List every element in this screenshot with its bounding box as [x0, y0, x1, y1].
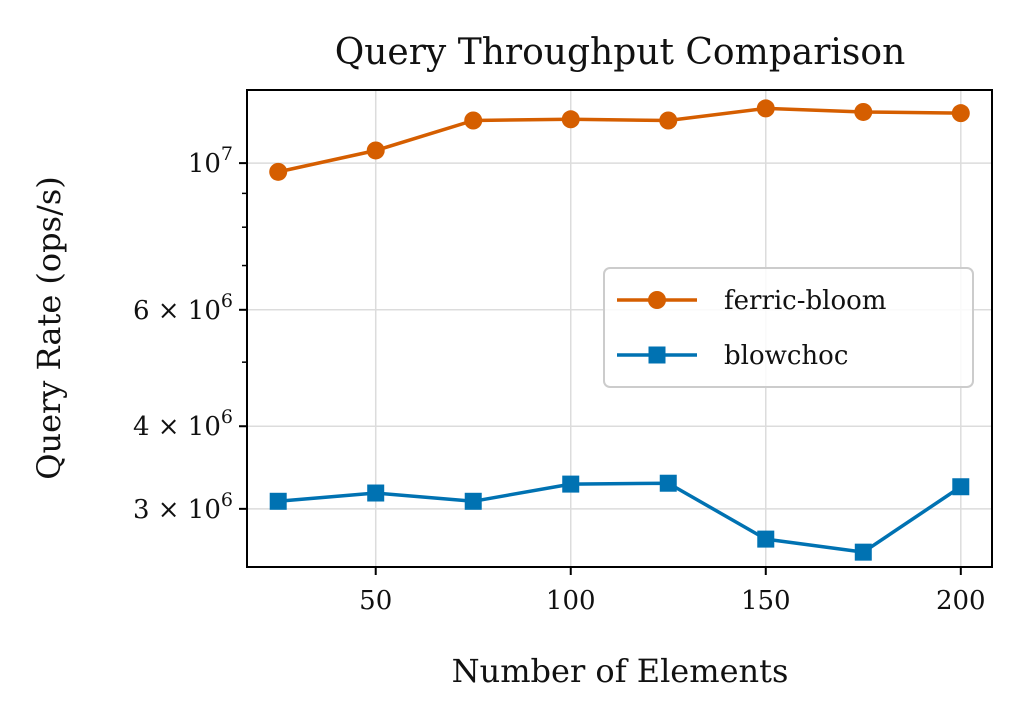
legend-marker: [648, 346, 666, 364]
y-tick-label-base: 4 × 10: [133, 412, 221, 442]
y-tick-label-base: 6 × 10: [133, 296, 221, 326]
y-tick-label: 107: [188, 143, 233, 179]
data-point-blowchoc: [562, 475, 580, 493]
series-line-ferric-bloom: [277, 106, 961, 174]
data-point-blowchoc: [757, 530, 775, 548]
data-point-ferric-bloom: [659, 111, 678, 130]
legend-label: blowchoc: [724, 341, 848, 371]
data-point-blowchoc: [952, 478, 970, 496]
series-blowchoc: [269, 474, 970, 561]
legend-entry-blowchoc: blowchoc: [617, 341, 848, 371]
data-point-ferric-bloom: [561, 110, 580, 129]
series-line-blowchoc: [278, 481, 962, 554]
legend-label: ferric-bloom: [724, 286, 886, 316]
data-point-blowchoc: [854, 543, 872, 561]
y-tick-label-exponent: 6: [221, 489, 233, 511]
y-tick-label-base: 10: [188, 149, 221, 179]
series-layer: [269, 99, 970, 561]
y-tick-label: 6 × 106: [133, 290, 233, 326]
y-tick-label: 3 × 106: [133, 489, 233, 525]
data-point-ferric-bloom: [464, 111, 483, 130]
legend-entry-ferric-bloom: ferric-bloom: [617, 286, 886, 316]
plot-frame: [246, 89, 993, 568]
y-axis-label: Query Rate (ops/s): [30, 176, 68, 480]
y-tick-label-base: 3 × 10: [133, 495, 221, 525]
y-tick-label: 4 × 106: [133, 406, 233, 442]
data-point-ferric-bloom: [854, 102, 873, 121]
y-tick-label-exponent: 6: [221, 406, 233, 428]
x-tick-label: 150: [741, 586, 791, 616]
legend: ferric-bloom blowchoc: [603, 267, 974, 388]
x-axis-label: Number of Elements: [452, 652, 789, 690]
data-point-blowchoc: [464, 492, 482, 510]
legend-marker: [648, 291, 666, 309]
y-tick-label-exponent: 7: [221, 143, 233, 165]
data-point-ferric-bloom: [951, 104, 970, 123]
data-point-ferric-bloom: [366, 141, 385, 160]
chart-title: Query Throughput Comparison: [335, 32, 906, 73]
x-tick-label: 100: [546, 586, 596, 616]
x-tick-label: 50: [359, 586, 392, 616]
x-axis: 50 100 150 200: [359, 567, 986, 616]
series-ferric-bloom: [269, 99, 970, 181]
data-point-ferric-bloom: [269, 162, 288, 181]
data-point-blowchoc: [269, 492, 287, 510]
x-tick-label: 200: [936, 586, 986, 616]
legend-box: [603, 267, 974, 388]
y-tick-label-exponent: 6: [221, 290, 233, 312]
data-point-blowchoc: [659, 474, 677, 492]
data-point-ferric-bloom: [756, 99, 775, 118]
data-point-blowchoc: [367, 484, 385, 502]
legend-items: ferric-bloom blowchoc: [617, 286, 886, 371]
